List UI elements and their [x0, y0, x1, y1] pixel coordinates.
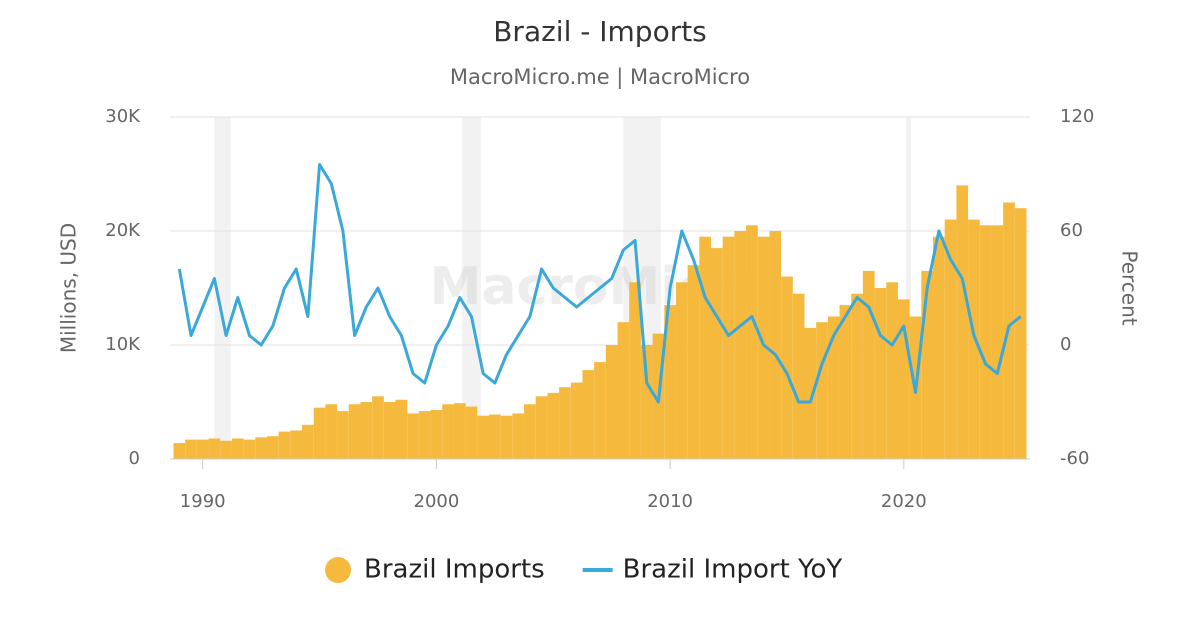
- bar: [570, 382, 583, 459]
- legend-label: Brazil Imports: [364, 555, 545, 585]
- bar: [442, 404, 454, 459]
- bar: [547, 392, 560, 459]
- bar: [594, 362, 606, 459]
- bar: [722, 236, 735, 459]
- bar: [337, 411, 349, 459]
- bar: [407, 413, 419, 459]
- shaded-period: [462, 117, 481, 459]
- bar: [465, 406, 478, 459]
- bar: [266, 436, 279, 459]
- bar: [617, 322, 630, 459]
- line: [177, 163, 1022, 404]
- bar: [851, 293, 863, 459]
- bar: [524, 404, 536, 459]
- bar: [933, 236, 945, 459]
- bar: [231, 438, 244, 459]
- bar: [699, 236, 712, 459]
- bar: [769, 231, 782, 459]
- x-tick-label: 2000: [414, 491, 460, 512]
- y-tick-label: 30K: [105, 106, 141, 127]
- bar: [792, 293, 805, 459]
- bar: [196, 439, 209, 459]
- y-tick-label: 20K: [105, 220, 141, 241]
- bar: [278, 431, 291, 459]
- chart-title: Brazil - Imports: [493, 15, 707, 48]
- bar: [500, 415, 513, 459]
- bar: [1014, 208, 1027, 459]
- bar: [290, 430, 303, 459]
- y-axis-title: Millions, USD: [57, 223, 81, 353]
- bar: [220, 440, 232, 459]
- bar: [582, 370, 595, 459]
- bar: [535, 396, 548, 459]
- bar: [243, 439, 256, 459]
- bar: [862, 270, 875, 459]
- y2-tick-label: 120: [1060, 106, 1094, 127]
- legend-label: Brazil Import YoY: [623, 555, 843, 585]
- bar: [255, 437, 267, 459]
- bar: [185, 439, 197, 459]
- bar: [477, 415, 489, 459]
- bar: [746, 225, 758, 459]
- bar: [559, 387, 571, 459]
- bar: [348, 404, 361, 459]
- bar: [325, 404, 338, 459]
- bar: [874, 288, 887, 459]
- bar: [687, 265, 700, 459]
- chart-subtitle: MacroMicro.me | MacroMicro: [450, 65, 750, 90]
- bar: [208, 438, 221, 459]
- bar: [991, 225, 1004, 459]
- bar: [757, 236, 770, 459]
- bar: [629, 282, 641, 459]
- bar: [453, 403, 466, 459]
- y-tick-label: 10K: [105, 334, 141, 355]
- bar: [430, 409, 443, 459]
- y2-axis-title: Percent: [1118, 250, 1142, 325]
- shaded-period: [906, 117, 911, 459]
- y2-tick-label: 60: [1060, 220, 1083, 241]
- bar: [781, 276, 793, 459]
- bar: [418, 411, 431, 459]
- bar: [979, 225, 992, 459]
- bar: [711, 248, 723, 459]
- bar: [827, 316, 840, 459]
- bar: [395, 399, 408, 459]
- bar: [956, 185, 969, 459]
- bar: [360, 402, 373, 459]
- bar: [897, 299, 910, 459]
- bar: [313, 407, 326, 459]
- bar: [664, 305, 676, 459]
- bar: [512, 413, 525, 459]
- bar: [173, 443, 186, 459]
- bar: [383, 402, 396, 459]
- x-tick-label: 2020: [881, 491, 927, 512]
- bar: [816, 322, 828, 459]
- bar: [372, 396, 384, 459]
- bar: [640, 345, 653, 459]
- bar: [804, 327, 817, 459]
- bar: [886, 282, 898, 459]
- bar: [839, 305, 852, 459]
- shaded-period: [214, 117, 231, 459]
- bar: [734, 231, 747, 459]
- bar: [302, 424, 314, 459]
- y2-tick-label: 0: [1060, 334, 1071, 355]
- x-tick-label: 1990: [180, 491, 226, 512]
- bar: [921, 270, 934, 459]
- y2-tick-label: -60: [1060, 448, 1089, 469]
- bar: [675, 282, 688, 459]
- legend-marker: [325, 557, 351, 583]
- bar: [488, 414, 501, 459]
- bar: [605, 345, 618, 459]
- bar: [944, 219, 957, 459]
- x-tick-label: 2010: [647, 491, 693, 512]
- y-tick-label: 0: [129, 448, 140, 469]
